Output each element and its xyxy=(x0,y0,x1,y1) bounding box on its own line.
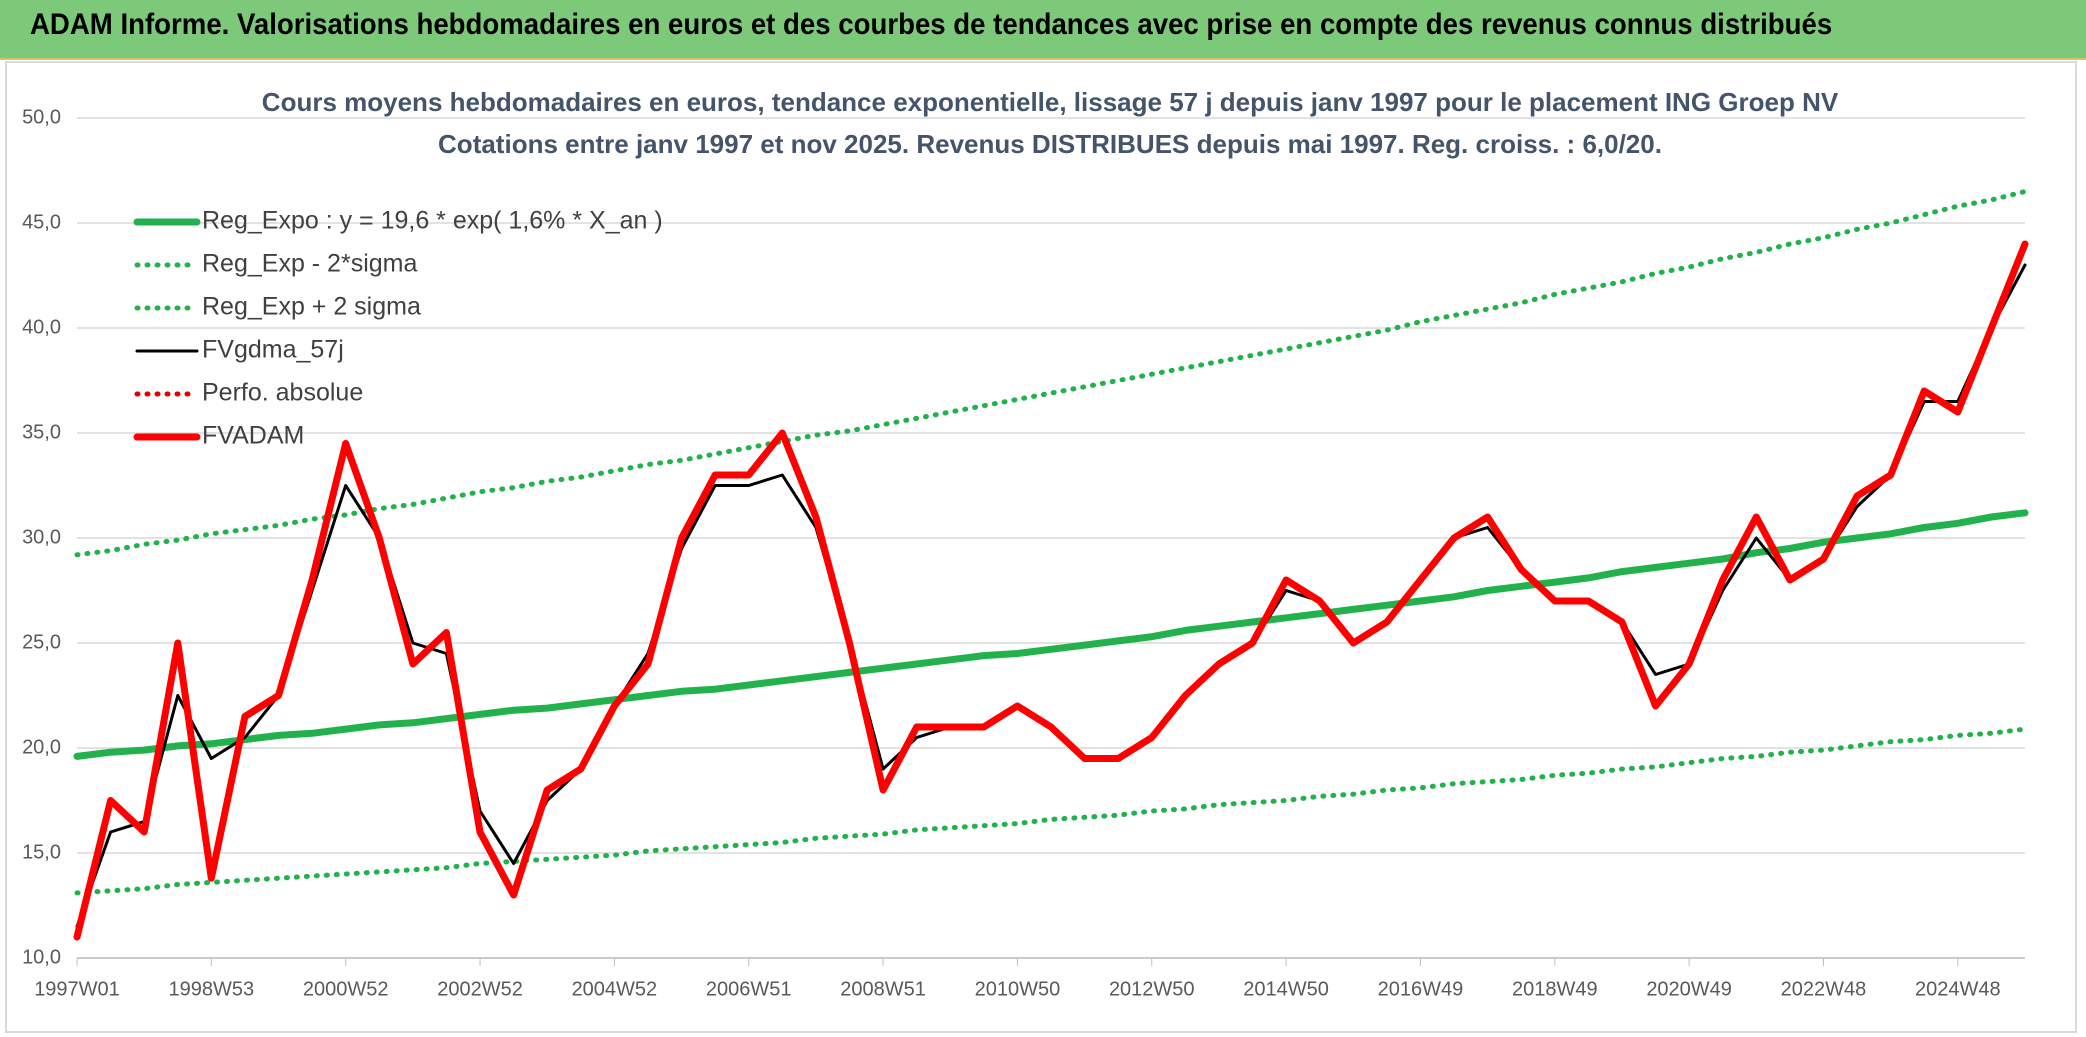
y-tick-label: 20,0 xyxy=(22,736,61,758)
x-tick-label: 1998W53 xyxy=(169,978,255,1000)
series-line xyxy=(74,726,2028,896)
y-tick-label: 40,0 xyxy=(22,316,61,338)
x-tick-label: 2012W50 xyxy=(1109,978,1195,1000)
chart-title: Cours moyens hebdomadaires en euros, ten… xyxy=(262,87,1839,117)
y-tick-label: 50,0 xyxy=(22,106,61,128)
x-tick-label: 2006W51 xyxy=(706,978,792,1000)
x-tick-label: 2022W48 xyxy=(1781,978,1867,1000)
legend-label: Reg_Expo : y = 19,6 * exp( 1,6% * X_an ) xyxy=(202,207,663,235)
x-tick-label: 2024W48 xyxy=(1915,978,2001,1000)
y-tick-label: 30,0 xyxy=(22,526,61,548)
series-line xyxy=(74,189,2028,558)
y-tick-label: 25,0 xyxy=(22,631,61,653)
series-line xyxy=(73,240,2029,941)
y-tick-label: 45,0 xyxy=(22,211,61,233)
x-tick-label: 2008W51 xyxy=(840,978,926,1000)
legend-label: FVgdma_57j xyxy=(202,336,344,364)
series-line xyxy=(73,509,2029,760)
legend-label: Perfo. absolue xyxy=(202,379,363,407)
x-tick-label: 2002W52 xyxy=(437,978,523,1000)
header: ADAM Informe. Valorisations hebdomadaire… xyxy=(0,0,2086,60)
chart-subtitle: Cotations entre janv 1997 et nov 2025. R… xyxy=(438,129,1662,159)
x-tick-label: 2020W49 xyxy=(1646,978,1732,1000)
legend-label: FVADAM xyxy=(202,422,304,450)
x-tick-label: 2000W52 xyxy=(303,978,389,1000)
y-tick-label: 10,0 xyxy=(22,946,61,968)
legend-label: Reg_Exp + 2 sigma xyxy=(202,293,421,321)
x-tick-label: 2004W52 xyxy=(572,978,658,1000)
x-tick-label: 2018W49 xyxy=(1512,978,1598,1000)
legend-label: Reg_Exp - 2*sigma xyxy=(202,250,417,278)
x-tick-label: 2010W50 xyxy=(975,978,1061,1000)
x-tick-label: 1997W01 xyxy=(34,978,120,1000)
y-tick-label: 35,0 xyxy=(22,421,61,443)
chart: Cours moyens hebdomadaires en euros, ten… xyxy=(5,61,2077,1033)
header-title: ADAM Informe. Valorisations hebdomadaire… xyxy=(30,8,1833,41)
y-tick-label: 15,0 xyxy=(22,841,61,863)
x-tick-label: 2014W50 xyxy=(1243,978,1329,1000)
x-tick-label: 2016W49 xyxy=(1378,978,1464,1000)
